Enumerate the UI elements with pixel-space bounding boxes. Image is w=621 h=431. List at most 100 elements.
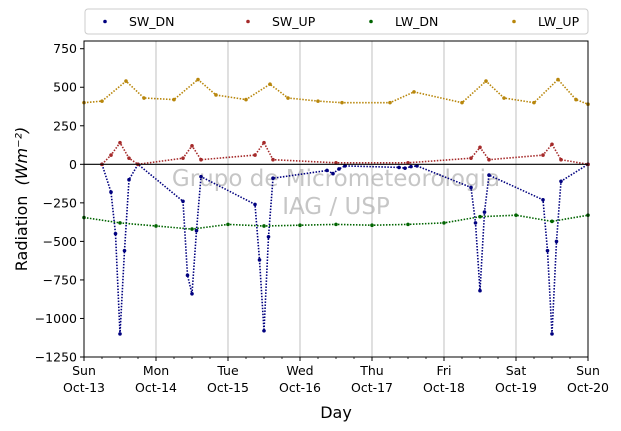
data-point (113, 231, 118, 236)
y-tick-label: −1000 (35, 311, 77, 326)
data-point (478, 214, 482, 219)
data-point (388, 100, 392, 105)
y-tick-label: 500 (53, 80, 77, 95)
data-point (257, 258, 262, 262)
x-tick-label-day: Wed (286, 363, 313, 378)
grid-lines (155, 41, 517, 357)
data-point (554, 239, 559, 244)
data-point (482, 210, 487, 214)
legend-label: SW_DN (129, 14, 175, 29)
data-point (185, 273, 190, 278)
watermark-line: IAG / USP (282, 194, 390, 220)
data-point (487, 173, 491, 177)
data-point (316, 99, 320, 103)
data-point (473, 221, 478, 225)
data-point (334, 160, 338, 165)
y-tick-label: 750 (53, 41, 77, 56)
data-point (199, 174, 203, 179)
x-tick-label-date: Oct-16 (279, 380, 321, 395)
data-point (409, 164, 413, 169)
data-point (325, 168, 329, 173)
legend-item: SW_DN (103, 14, 175, 29)
data-point (154, 224, 158, 228)
y-axis-label-unit: (Wm⁻²) (12, 127, 31, 186)
y-tick-label: −750 (43, 272, 77, 287)
data-point (142, 96, 146, 100)
legend-label: LW_DN (395, 14, 438, 29)
legend-marker (246, 19, 250, 24)
y-axis-label: Radiation (Wm⁻²) (12, 127, 31, 271)
x-tick-label-date: Oct-18 (423, 380, 465, 395)
data-point (412, 90, 416, 94)
data-point (532, 100, 536, 105)
data-point (253, 153, 257, 157)
data-point (406, 160, 410, 165)
data-point (403, 166, 407, 170)
data-point (109, 153, 113, 157)
data-point (100, 99, 104, 103)
data-point (478, 288, 482, 293)
data-point (194, 228, 199, 233)
data-point (127, 156, 131, 160)
data-point (541, 197, 545, 202)
y-tick-label: 0 (69, 157, 77, 172)
y-tick-label: −250 (43, 195, 77, 210)
data-point (266, 234, 271, 239)
legend-label: SW_UP (272, 14, 316, 29)
data-point (172, 97, 176, 102)
legend-marker (369, 19, 373, 24)
data-point (559, 157, 563, 162)
data-point (271, 176, 275, 180)
x-tick-label-day: Sat (506, 363, 527, 378)
data-point (118, 221, 122, 225)
data-point (262, 140, 266, 145)
data-point (442, 221, 446, 225)
data-point (286, 96, 290, 100)
series-sw-up (100, 140, 590, 167)
data-point (109, 190, 113, 194)
data-point (502, 96, 506, 100)
data-point (397, 165, 401, 170)
data-point (190, 227, 194, 231)
data-point (514, 213, 518, 217)
series-sw-dn (100, 162, 590, 336)
x-tick-label-date: Oct-17 (351, 380, 393, 395)
data-point (196, 77, 200, 82)
x-tick-label-day: Mon (143, 363, 169, 378)
legend-item: LW_UP (512, 14, 580, 29)
data-point (244, 97, 248, 102)
data-point (334, 222, 338, 227)
x-axis: Sun Oct-13 Mon Oct-14 Tue Oct-15 Wed Oct-16 Thu O… (63, 357, 609, 395)
x-tick-label-date: Oct-14 (135, 380, 177, 395)
data-point (340, 100, 344, 105)
data-point (460, 100, 464, 105)
x-tick-label-day: Tue (216, 363, 239, 378)
data-point (574, 97, 578, 102)
x-axis-label: Day (320, 403, 352, 422)
legend-label: LW_UP (538, 14, 580, 29)
data-point (415, 164, 419, 168)
x-tick-label-day: Thu (359, 363, 383, 378)
data-point (262, 224, 266, 228)
data-point (550, 142, 554, 147)
y-axis-label-text: Radiation (12, 196, 31, 272)
data-point (550, 332, 554, 336)
series-trace (83, 78, 589, 105)
legend-marker (512, 19, 516, 24)
data-point (484, 79, 488, 83)
data-point (127, 177, 131, 182)
data-point (118, 140, 122, 145)
data-point (469, 185, 473, 190)
x-tick-label-date: Oct-13 (63, 380, 105, 395)
y-tick-label: −500 (43, 234, 77, 249)
y-axis: 750 500 250 0 −250 −500 −750 −1000 −1250 (35, 41, 84, 365)
data-point (118, 332, 122, 336)
legend-box (84, 8, 589, 35)
watermark-line: Grupo de Micrometeorologia (172, 166, 500, 192)
legend: SW_DN SW_UP LW_DN LW_UP (84, 8, 589, 35)
series-trace (101, 141, 589, 166)
data-point (559, 179, 563, 184)
